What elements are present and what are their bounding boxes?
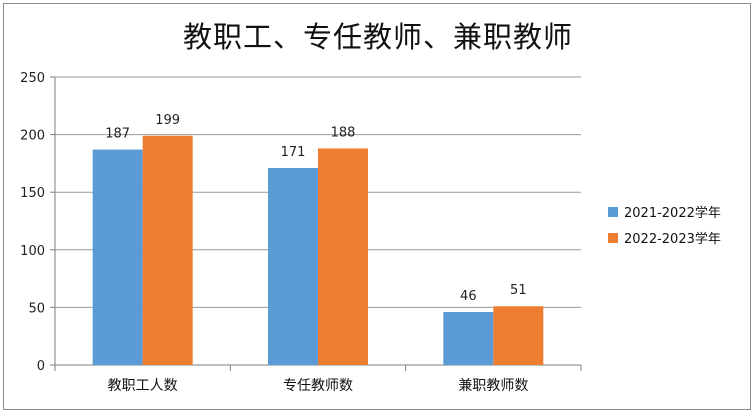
legend-swatch [608, 207, 618, 217]
bar [142, 135, 193, 365]
x-tick-label: 教职工人数 [108, 378, 178, 394]
bars [92, 135, 544, 365]
bar [268, 168, 318, 365]
y-tick-label: 0 [37, 359, 45, 374]
y-tick-label: 200 [20, 129, 45, 144]
data-label: 199 [155, 113, 180, 128]
data-label: 171 [281, 145, 306, 160]
bar [92, 149, 143, 365]
data-label: 187 [105, 127, 130, 142]
bar [443, 312, 494, 365]
chart-title: 教职工、专任教师、兼职教师 [182, 20, 573, 54]
bar [493, 306, 544, 365]
legend: 2021-2022学年 2022-2023学年 [608, 205, 721, 247]
data-label: 188 [331, 125, 356, 140]
legend-label: 2022-2023学年 [624, 231, 721, 247]
x-tick-label: 专任教师数 [283, 378, 353, 394]
y-tick-label: 50 [28, 301, 45, 316]
bar [318, 148, 368, 365]
y-tick-label: 250 [20, 71, 45, 86]
data-label: 51 [510, 283, 527, 298]
x-tick-label: 兼职教师数 [458, 378, 528, 394]
data-label: 46 [460, 289, 477, 304]
y-tick-label: 100 [20, 244, 45, 259]
legend-label: 2021-2022学年 [624, 205, 721, 221]
data-labels: 187 199 171 188 46 51 [105, 113, 526, 304]
legend-swatch [608, 233, 618, 243]
y-tick-label: 150 [20, 186, 45, 201]
